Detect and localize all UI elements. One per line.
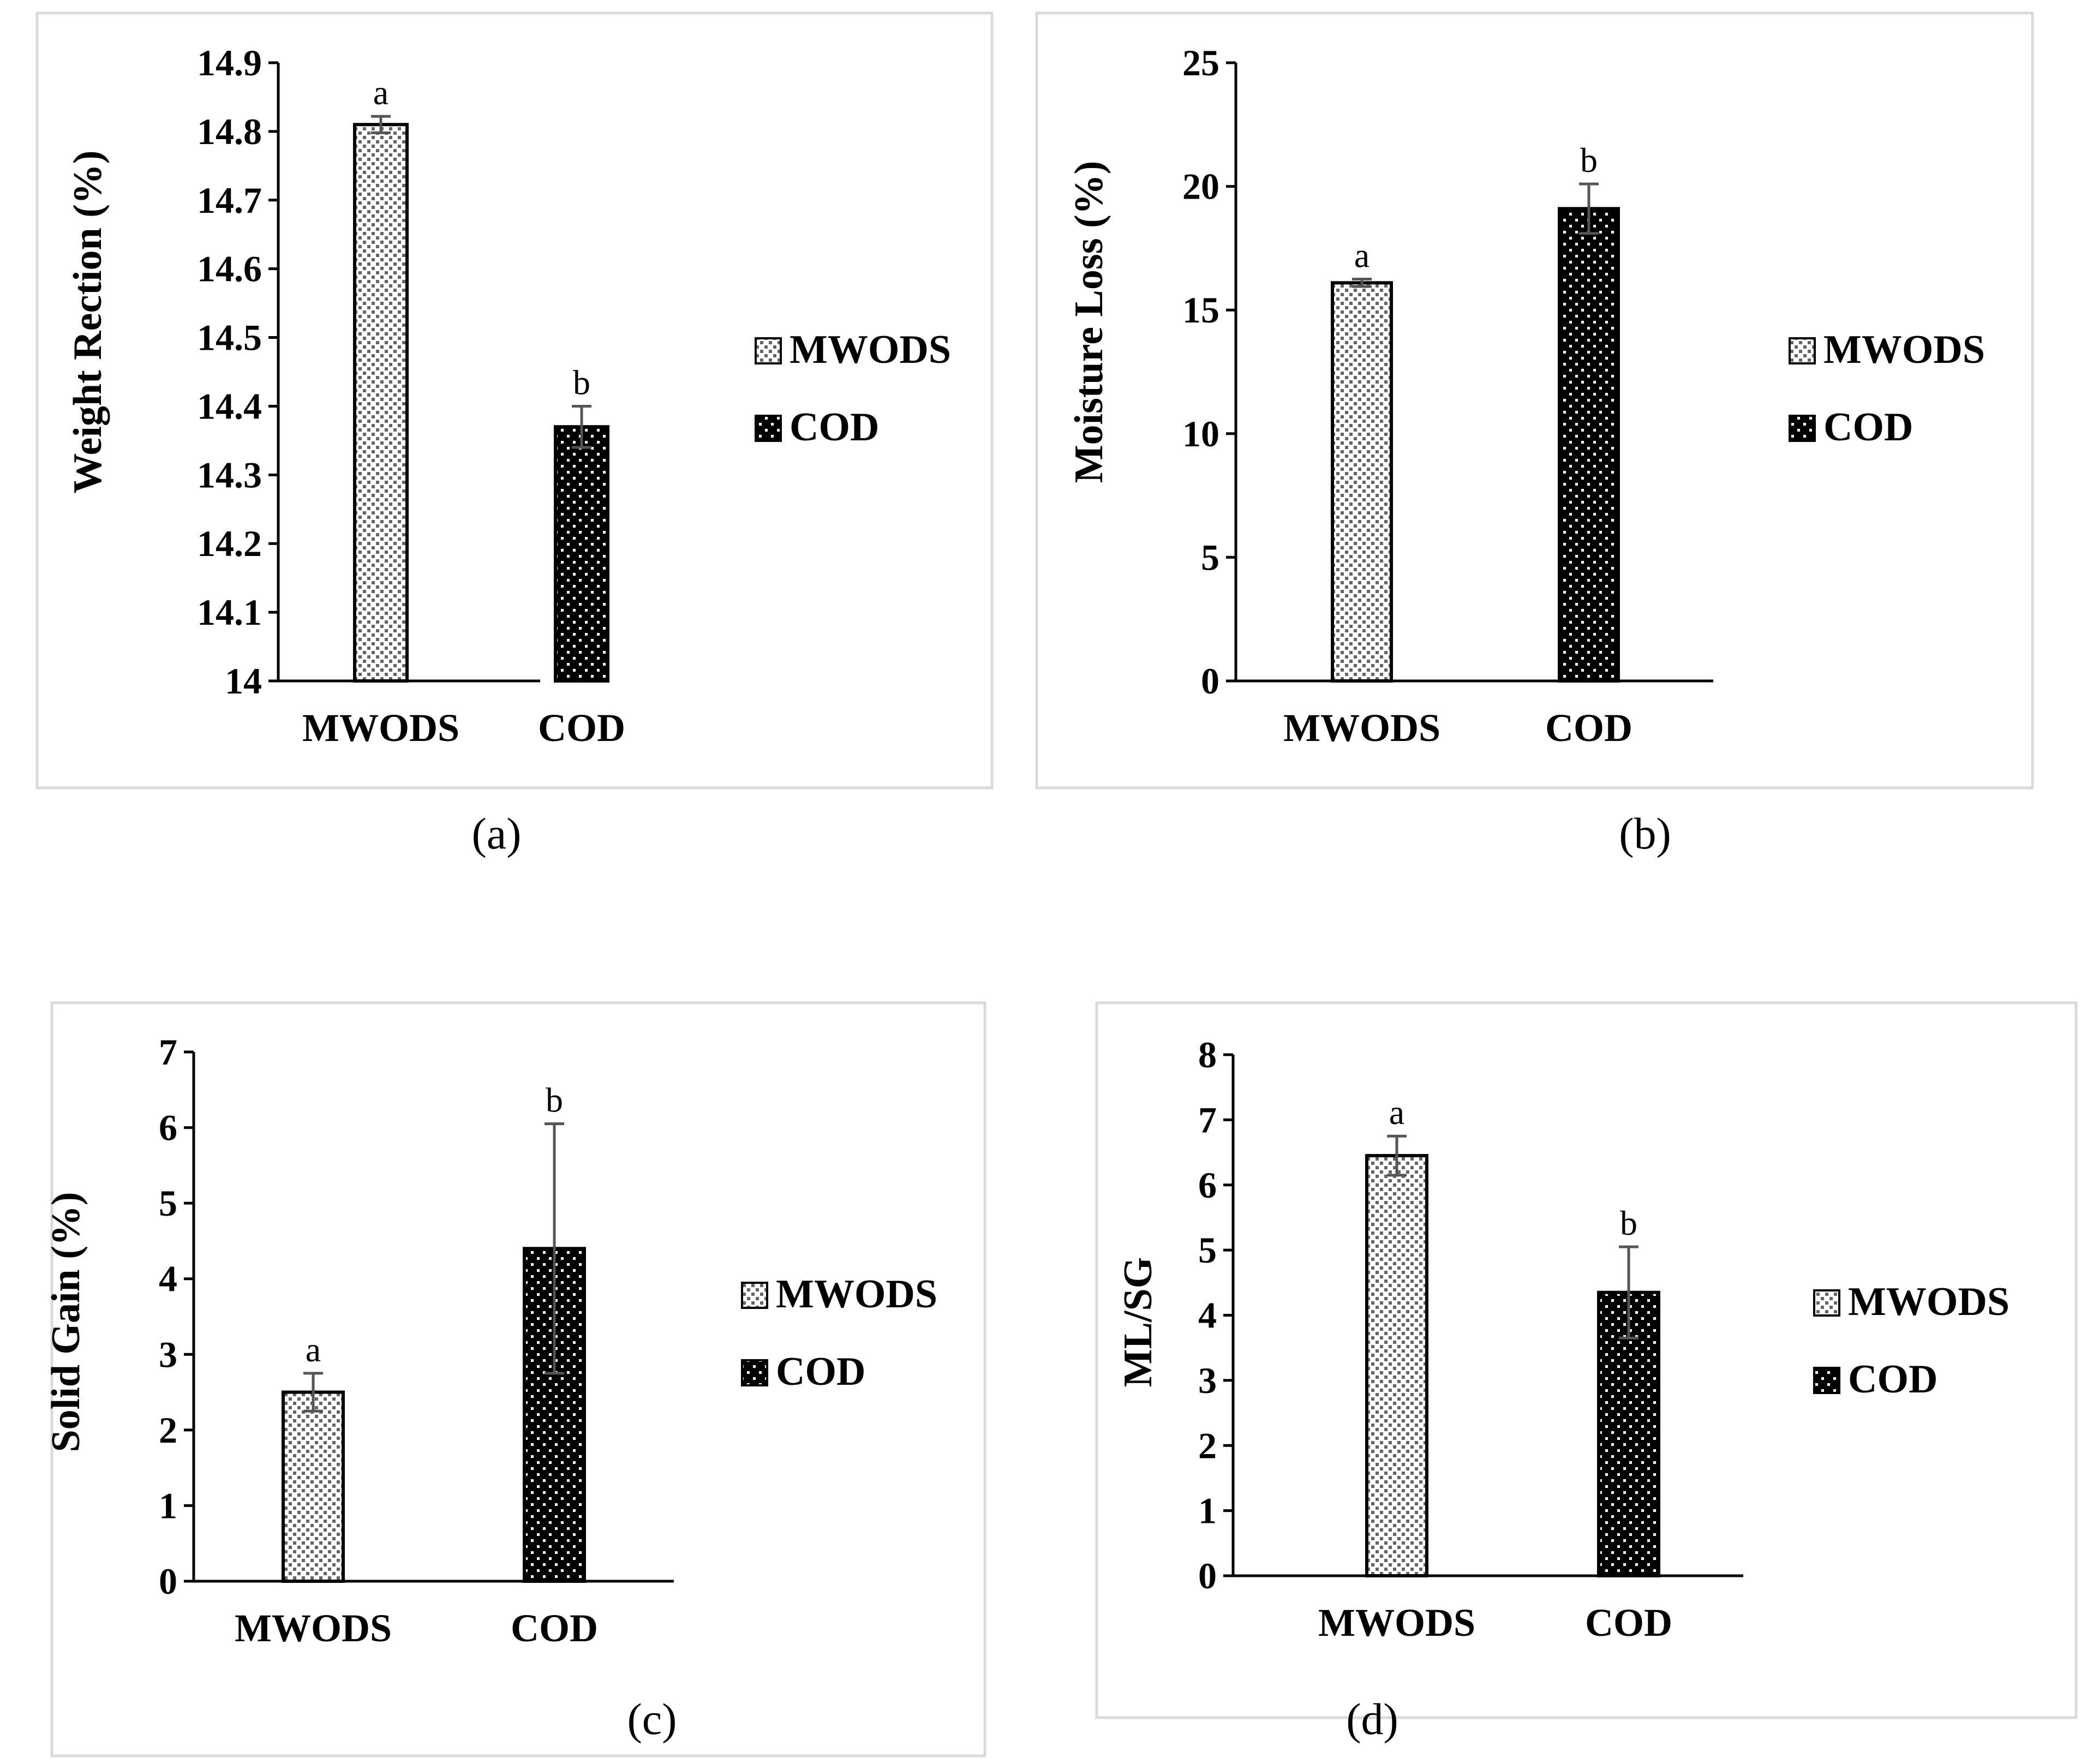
chart-panel: 14 14.1 14.2 14.3 14.4 14.5 14.6 14.7 14.8 14.9 We… [35, 11, 994, 858]
panel-caption: (b) [1619, 809, 1671, 858]
y-tick-label: 0 [1198, 1555, 1217, 1596]
legend-label: COD [1848, 1357, 1937, 1402]
bar-cod [1558, 207, 1620, 683]
y-tick-label: 14.6 [197, 248, 262, 290]
y-tick-label: 1 [1198, 1490, 1217, 1532]
bar-mwods [353, 123, 409, 683]
legend-swatch [1789, 337, 1816, 364]
y-tick-label: 14 [225, 660, 262, 702]
y-tick-label: 25 [1182, 42, 1219, 83]
legend-label: MWODS [790, 327, 951, 372]
significance-label: a [1389, 1093, 1404, 1132]
legend-swatch [1813, 1289, 1840, 1317]
chart-frame [1035, 11, 2034, 790]
chart-frame [1095, 1001, 2078, 1719]
y-tick-label: 0 [1201, 660, 1219, 702]
significance-label: b [546, 1081, 563, 1120]
bar-cod [554, 425, 609, 683]
x-tick-label: COD [1585, 1601, 1672, 1645]
significance-label: b [1580, 141, 1598, 180]
y-tick-label: 3 [1198, 1360, 1217, 1401]
bar-cod [1597, 1290, 1660, 1577]
x-tick-label: MWODS [302, 706, 459, 750]
legend-label: MWODS [1823, 327, 1985, 372]
bar-mwods [282, 1390, 345, 1583]
y-tick-label: 8 [1198, 1034, 1217, 1075]
legend-swatch [741, 1359, 768, 1386]
y-tick-label: 20 [1182, 166, 1219, 207]
y-tick-label: 2 [1198, 1425, 1217, 1466]
y-tick-label: 6 [1198, 1164, 1217, 1206]
significance-label: b [1620, 1204, 1637, 1242]
bar-mwods [1365, 1154, 1428, 1577]
legend-swatch [755, 415, 782, 442]
y-tick-label: 5 [1201, 536, 1219, 578]
y-tick-label: 0 [159, 1560, 177, 1602]
y-tick-label: 4 [159, 1258, 177, 1300]
significance-label: b [573, 363, 590, 402]
panel-caption: (d) [1346, 1694, 1398, 1744]
y-tick-label: 7 [159, 1031, 177, 1073]
y-tick-label: 6 [159, 1107, 177, 1149]
y-tick-label: 14.5 [197, 317, 262, 358]
y-tick-label: 10 [1182, 413, 1219, 455]
legend-label: MWODS [1848, 1279, 2010, 1324]
y-tick-label: 14.3 [197, 454, 262, 495]
y-tick-label: 4 [1198, 1295, 1217, 1336]
legend-label: COD [1823, 405, 1913, 450]
y-tick-label: 14.8 [197, 111, 262, 152]
panel-caption: (a) [471, 809, 521, 858]
legend-swatch [755, 337, 782, 364]
significance-label: a [373, 73, 388, 112]
y-tick-label: 2 [159, 1409, 177, 1451]
x-tick-label: COD [511, 1606, 598, 1650]
y-tick-label: 1 [159, 1485, 177, 1526]
y-tick-label: 15 [1182, 289, 1219, 331]
y-tick-label: 5 [159, 1182, 177, 1224]
y-tick-label: 14.2 [197, 523, 262, 564]
y-axis-label: ML/SG [1116, 1257, 1161, 1387]
y-axis-label: Moisture Loss (%) [1067, 161, 1111, 483]
significance-label: a [306, 1330, 321, 1369]
y-tick-label: 5 [1198, 1229, 1217, 1271]
legend-swatch [1789, 415, 1816, 442]
x-tick-label: COD [538, 706, 625, 750]
y-axis-label: Weight Rection (%) [65, 151, 110, 494]
y-tick-label: 3 [159, 1334, 177, 1375]
significance-label: a [1354, 236, 1370, 275]
bar-mwods [1331, 281, 1393, 683]
y-tick-label: 14.1 [197, 591, 262, 633]
chart-frame [50, 1001, 986, 1757]
chart-panel: 0 1 2 3 4 5 6 7 8 ML/SG a MWODS b COD MWODS COD (d) [1095, 1001, 2078, 1744]
y-tick-label: 14.4 [197, 385, 262, 427]
chart-panel: 0 1 2 3 4 5 6 7 Solid Gain (%) a MWODS b COD MWODS COD… [44, 1001, 986, 1757]
chart-frame [35, 11, 994, 790]
legend-swatch [741, 1282, 768, 1309]
panel-caption: (c) [627, 1694, 677, 1744]
legend-label: COD [790, 405, 879, 450]
legend-label: MWODS [776, 1272, 937, 1317]
y-tick-label: 7 [1198, 1099, 1217, 1140]
x-tick-label: MWODS [235, 1606, 392, 1650]
x-tick-label: MWODS [1283, 706, 1440, 750]
x-tick-label: COD [1545, 706, 1632, 750]
legend-label: COD [776, 1349, 865, 1394]
x-tick-label: MWODS [1318, 1601, 1475, 1645]
y-axis-label: Solid Gain (%) [44, 1192, 88, 1452]
y-tick-label: 14.7 [197, 180, 262, 221]
y-tick-label: 14.9 [197, 42, 262, 83]
chart-panel: 0 5 10 15 20 25 Moisture Loss (%) a MWODS b COD MWO… [1035, 11, 2034, 858]
legend-swatch [1813, 1367, 1840, 1394]
